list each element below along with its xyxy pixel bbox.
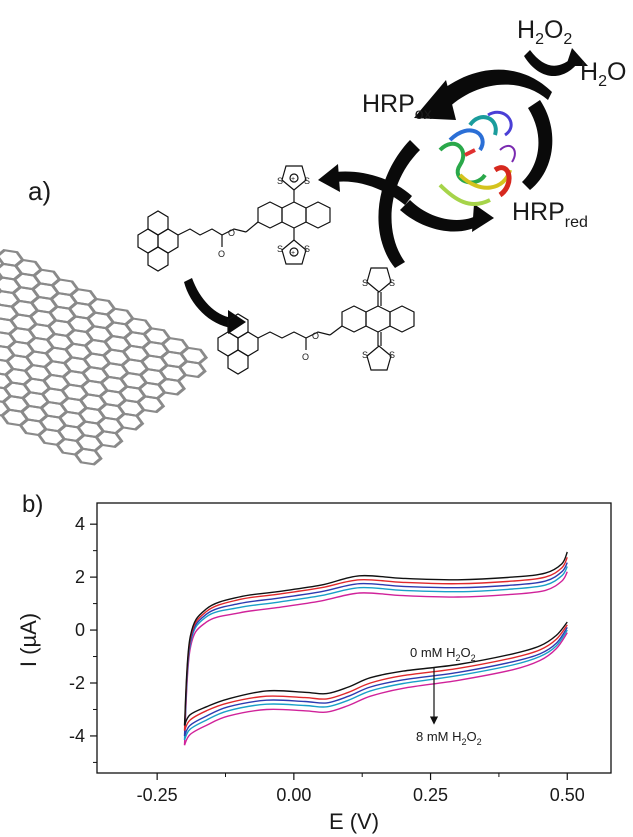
- y-tick-label: -2: [69, 673, 85, 693]
- graphene-hexagon: [36, 428, 67, 447]
- graphene-hexagon: [0, 266, 4, 285]
- axis-ticks: -0.25 0.00 0.25 0.50 4 2 0 -2 -4: [69, 514, 585, 805]
- y-tick-label: 4: [75, 514, 85, 534]
- graphene-sheet: [0, 249, 209, 466]
- atom-s: S: [277, 244, 283, 254]
- atom-s: S: [389, 278, 395, 288]
- arrow-left-down: [378, 140, 420, 268]
- x-tick-label: -0.25: [137, 785, 178, 805]
- label-h2o2: H2O2: [517, 16, 572, 48]
- arrow-head-molecule: [318, 164, 340, 192]
- cv-curve-reverse: [183, 571, 568, 746]
- atom-o: O: [228, 228, 235, 238]
- cation-mark: +: [291, 250, 295, 257]
- arrow-head-h2o: [566, 48, 588, 66]
- graphene-hexagon: [0, 408, 30, 427]
- y-axis-label: I (µA): [16, 613, 41, 667]
- graphene-hexagon: [0, 307, 1, 326]
- graphene-hexagon: [0, 280, 3, 299]
- arrow-head-hrpred: [472, 204, 494, 232]
- arrow-h2o2-h2o: [524, 50, 580, 77]
- cv-curve-forward: [183, 629, 568, 741]
- panel-b-label: b): [22, 491, 43, 518]
- plot-frame: [96, 502, 612, 774]
- atom-s: S: [362, 278, 368, 288]
- cv-curve-reverse: [183, 566, 568, 740]
- atom-s: S: [277, 176, 283, 186]
- graphene-hexagon: [18, 418, 48, 437]
- arrow-graphene: [184, 278, 232, 328]
- annotation-0mm: 0 mM H2O2: [410, 645, 476, 663]
- cation-mark: +: [291, 176, 295, 183]
- atom-o: O: [302, 352, 309, 362]
- x-axis-label: E (V): [329, 809, 379, 834]
- atom-s: S: [362, 350, 368, 360]
- panel-b: b) -0.25 0.00 0.25 0.50 4 2 0 -2 -4 I (µA) E (V)…: [16, 491, 612, 834]
- cv-chart: -0.25 0.00 0.25 0.50 4 2 0 -2 -4 I (µA) E (V) 0 …: [16, 502, 612, 834]
- panel-a-label: a): [28, 176, 51, 206]
- x-tick-label: 0.00: [276, 785, 311, 805]
- catalytic-cycle-arrows: [184, 48, 588, 334]
- cv-curve-reverse: [183, 551, 568, 726]
- cv-curve-reverse: [183, 556, 568, 731]
- arrow-to-hrpred: [400, 200, 482, 232]
- atom-s: S: [304, 244, 310, 254]
- y-tick-label: 0: [75, 620, 85, 640]
- arrow-head-graphene: [228, 310, 246, 334]
- atom-o: O: [312, 331, 319, 341]
- y-tick-label: -4: [69, 726, 85, 746]
- cv-curve-reverse: [183, 562, 568, 736]
- molecule-oxidized: [137, 165, 331, 272]
- cv-curve-forward: [183, 621, 568, 726]
- atom-s: S: [304, 176, 310, 186]
- molecule-oxidized-atoms: S S S S O O + +: [218, 176, 310, 259]
- label-hrp-ox: HRPox: [362, 90, 432, 123]
- cv-series: [183, 551, 568, 746]
- arrow-head-upper-left: [414, 80, 456, 120]
- graphene-hexagon: [73, 447, 103, 466]
- graphene-hexagon: [0, 293, 2, 312]
- cv-curve-forward: [183, 632, 568, 746]
- arrow-hrpox-upper: [430, 69, 552, 112]
- label-hrp-red: HRPred: [512, 198, 588, 231]
- y-tick-label: 2: [75, 567, 85, 587]
- arrow-right-down: [522, 100, 553, 190]
- cv-curve-forward: [183, 624, 568, 731]
- molecule-reduced-atoms: S S S S O O: [302, 278, 395, 362]
- cv-curve-forward: [183, 626, 568, 737]
- enzyme-structure: [438, 111, 516, 206]
- label-h2o: H2O: [580, 58, 626, 90]
- x-tick-label: 0.50: [550, 785, 585, 805]
- arrow-to-molecule: [328, 171, 412, 205]
- molecule-reduced: [217, 267, 415, 375]
- annotation-8mm: 8 mM H2O2: [416, 729, 482, 747]
- atom-o: O: [218, 249, 225, 259]
- x-tick-label: 0.25: [413, 785, 448, 805]
- panel-a: a): [0, 16, 626, 466]
- atom-s: S: [389, 350, 395, 360]
